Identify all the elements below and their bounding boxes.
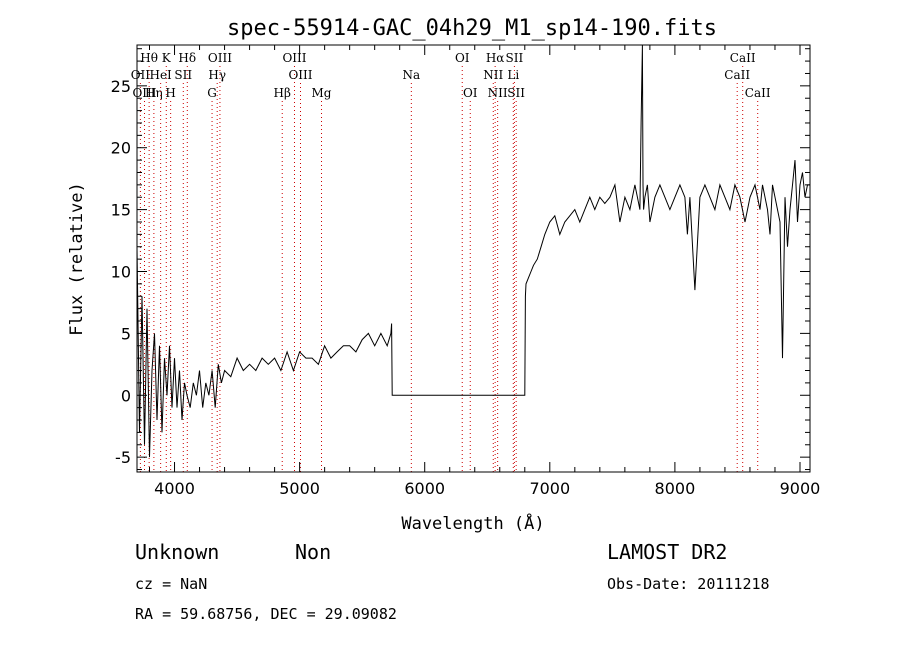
line-marker-label: K [162,51,172,65]
y-tick-label: 15 [111,201,131,220]
y-tick-label: 10 [111,262,131,281]
line-marker-label: Hθ [140,51,158,65]
redshift-cz: cz = NaN [135,575,208,593]
line-marker-label: OI [463,86,478,100]
line-marker-label: CaII [745,86,771,100]
line-marker-label: Hη [145,86,163,100]
x-tick-label: 4000 [154,479,195,498]
coordinates: RA = 59.68756, DEC = 29.09082 [135,605,397,623]
object-subclass: Non [295,540,332,564]
line-marker-label: OIII [132,86,156,100]
spectrum-line [136,44,810,458]
line-marker-label: OI [455,51,470,65]
obs-date: Obs-Date: 20111218 [607,575,770,593]
y-tick-label: -5 [115,448,131,467]
line-marker-label: Mg [312,86,332,100]
line-marker-label: OII [131,68,151,82]
survey-name: LAMOST DR2 [607,540,728,564]
y-tick-label: 25 [111,77,131,96]
y-tick-label: 0 [121,386,131,405]
line-marker-label: OIII [282,51,306,65]
line-marker-label: SII [506,51,524,65]
line-marker-label: SII [507,86,525,100]
y-tick-label: 20 [111,139,131,158]
spectrum-series [136,44,810,458]
line-marker-label: HeI [149,68,172,82]
line-marker-label: OIII [208,51,232,65]
x-tick-label: 7000 [529,479,570,498]
y-axis-label: Flux (relative) [67,182,87,336]
spectrum-plot: spec-55914-GAC_04h29_M1_sp14-190.fits Hθ… [67,16,821,534]
line-marker-label: NII [483,68,503,82]
line-marker-label: G [207,86,217,100]
y-tick-label: 5 [121,324,131,343]
x-tick-label: 9000 [780,479,821,498]
line-marker-label: Hβ [274,86,291,100]
x-tick-label: 8000 [655,479,696,498]
line-marker-label: CaII [724,68,750,82]
line-marker-label: Hδ [178,51,196,65]
line-marker-label: OIII [288,68,312,82]
plot-frame [136,44,811,473]
axis-ticks: 4000 5000 6000 7000 8000 9000 -5 0 5 10 15 20 25 [111,45,821,498]
x-axis-label: Wavelength (Å) [401,512,544,534]
line-marker-label: CaII [730,51,756,65]
line-marker-label: Na [403,68,421,82]
line-marker-label: NII [488,86,508,100]
object-class: Unknown [135,540,220,564]
x-tick-label: 5000 [279,479,320,498]
line-marker-label: Li [507,68,519,82]
line-marker-label: Hα [486,51,505,65]
line-marker-label: SII [174,68,192,82]
line-marker-label: Hγ [208,68,226,82]
chart-title: spec-55914-GAC_04h29_M1_sp14-190.fits [227,16,717,41]
x-tick-label: 6000 [404,479,445,498]
line-marker-label: H [165,86,175,100]
